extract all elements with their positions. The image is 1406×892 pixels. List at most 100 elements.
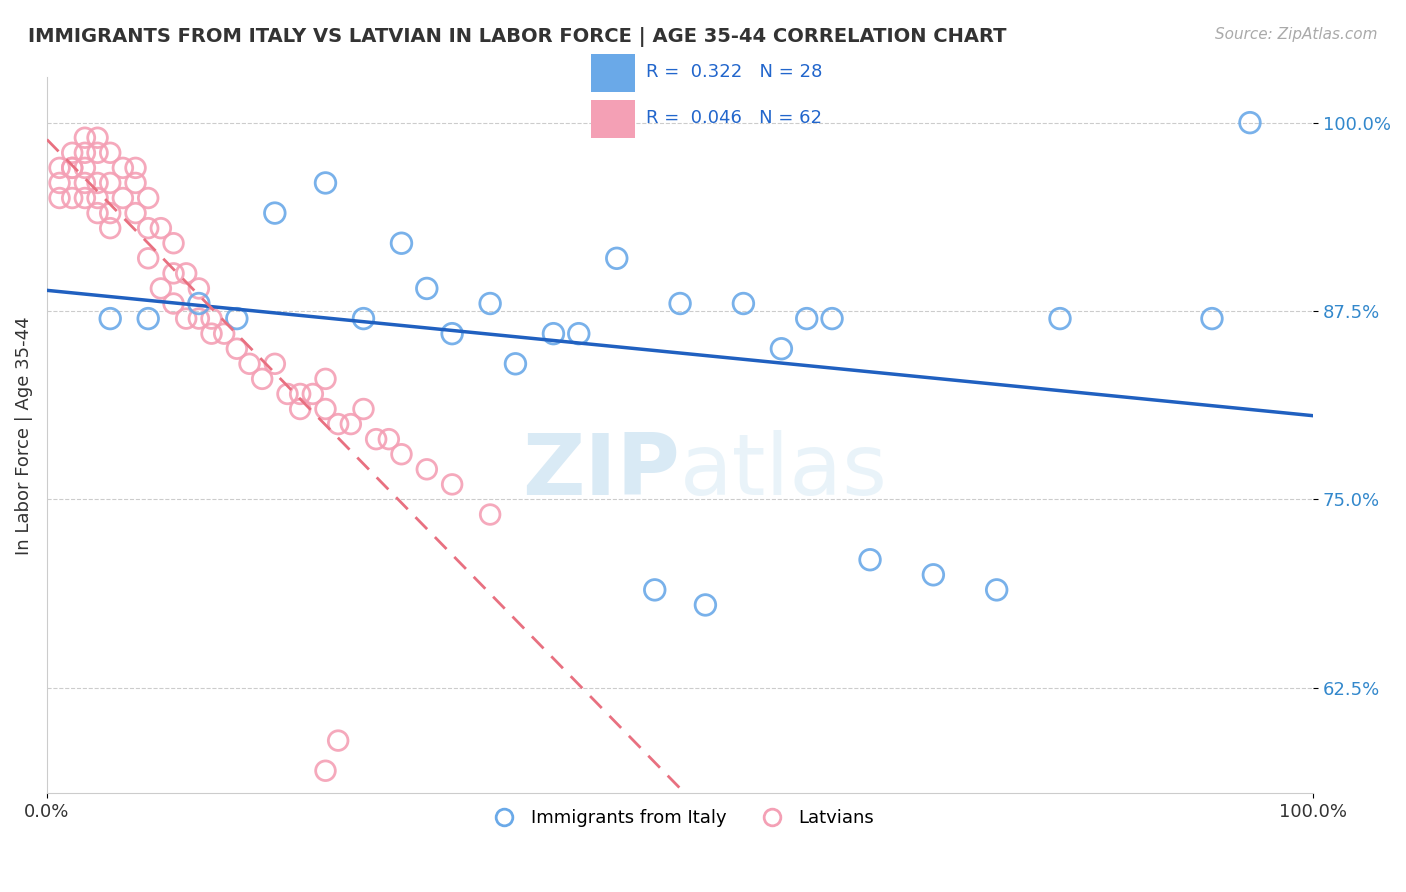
Point (276, 387, 298, 401)
Point (136, 252, 159, 266)
Point (366, 432, 388, 446)
Point (86, 130, 108, 145)
Point (48, 161, 70, 175)
Point (441, 326, 464, 341)
Point (136, 191, 159, 205)
Point (225, 311, 247, 326)
Text: ZIP: ZIP (523, 430, 681, 513)
Point (124, 176, 146, 190)
Point (174, 266, 197, 280)
Point (505, 357, 527, 371)
Text: R =  0.046   N = 62: R = 0.046 N = 62 (645, 110, 821, 128)
Point (479, 508, 502, 522)
Point (111, 161, 134, 175)
Point (263, 206, 285, 220)
Point (288, 402, 311, 417)
Point (315, 176, 337, 190)
Point (986, 582, 1008, 597)
Point (86, 206, 108, 220)
Point (48, 176, 70, 190)
Point (391, 236, 413, 251)
FancyBboxPatch shape (591, 54, 634, 92)
Point (174, 311, 197, 326)
Point (48, 191, 70, 205)
Point (73, 130, 96, 145)
Point (441, 477, 464, 491)
Point (606, 252, 628, 266)
Point (187, 281, 209, 295)
FancyBboxPatch shape (591, 100, 634, 138)
Point (733, 296, 755, 310)
Point (187, 311, 209, 326)
Point (162, 236, 184, 251)
Point (859, 553, 882, 567)
Point (378, 432, 401, 446)
Text: Source: ZipAtlas.com: Source: ZipAtlas.com (1215, 27, 1378, 42)
Point (644, 582, 666, 597)
Point (225, 342, 247, 356)
Text: R =  0.322   N = 28: R = 0.322 N = 28 (645, 63, 823, 81)
Point (124, 206, 146, 220)
Point (212, 326, 235, 341)
Point (149, 221, 172, 235)
Point (98, 311, 121, 326)
Point (669, 296, 692, 310)
Point (328, 733, 350, 747)
Point (60, 161, 83, 175)
Point (263, 357, 285, 371)
Point (73, 145, 96, 160)
Point (568, 326, 591, 341)
Point (98, 145, 121, 160)
Point (770, 342, 793, 356)
Point (416, 462, 439, 476)
Point (315, 764, 337, 778)
Point (73, 191, 96, 205)
Point (60, 161, 83, 175)
Point (187, 296, 209, 310)
Point (1239, 116, 1261, 130)
Point (1049, 311, 1071, 326)
Point (98, 176, 121, 190)
Point (353, 402, 375, 417)
Point (73, 176, 96, 190)
Point (136, 221, 159, 235)
Point (353, 311, 375, 326)
Point (200, 326, 222, 341)
Point (86, 145, 108, 160)
Point (60, 191, 83, 205)
Point (796, 311, 818, 326)
Text: atlas: atlas (681, 430, 889, 513)
Y-axis label: In Labor Force | Age 35-44: In Labor Force | Age 35-44 (15, 316, 32, 555)
Point (543, 326, 565, 341)
Point (238, 357, 260, 371)
Point (111, 191, 134, 205)
Point (86, 191, 108, 205)
Point (200, 311, 222, 326)
Point (922, 567, 945, 582)
Point (250, 372, 273, 386)
Point (315, 402, 337, 417)
Point (124, 161, 146, 175)
Point (416, 281, 439, 295)
Point (149, 281, 172, 295)
Point (328, 417, 350, 431)
Point (136, 311, 159, 326)
Point (340, 417, 363, 431)
Text: IMMIGRANTS FROM ITALY VS LATVIAN IN LABOR FORCE | AGE 35-44 CORRELATION CHART: IMMIGRANTS FROM ITALY VS LATVIAN IN LABO… (28, 27, 1007, 46)
Point (60, 145, 83, 160)
Point (821, 311, 844, 326)
Point (301, 387, 323, 401)
Point (162, 266, 184, 280)
Point (288, 387, 311, 401)
Point (695, 598, 717, 612)
Point (73, 161, 96, 175)
Point (98, 221, 121, 235)
Point (391, 447, 413, 461)
Point (315, 372, 337, 386)
Point (1201, 311, 1223, 326)
Legend: Immigrants from Italy, Latvians: Immigrants from Italy, Latvians (478, 802, 882, 834)
Point (162, 296, 184, 310)
Point (86, 176, 108, 190)
Point (479, 296, 502, 310)
Point (98, 206, 121, 220)
